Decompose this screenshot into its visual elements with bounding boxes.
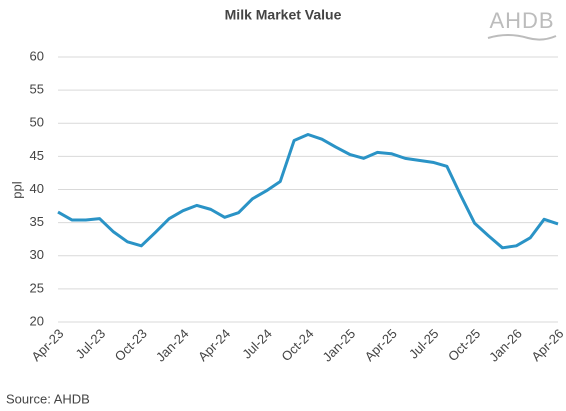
- x-tick-label: Apr-23: [28, 326, 66, 364]
- x-tick-label: Jul-24: [239, 326, 275, 362]
- y-tick-label: 55: [30, 82, 44, 97]
- x-tick-label: Jan-25: [320, 326, 359, 365]
- y-tick-label: 25: [30, 280, 44, 295]
- chart-title: Milk Market Value: [225, 7, 342, 23]
- x-tick-label: Oct-23: [112, 326, 150, 364]
- logo-swoosh: [487, 34, 557, 41]
- y-tick-label: 45: [30, 148, 44, 163]
- y-axis-label: ppl: [9, 181, 24, 198]
- x-tick-label: Apr-26: [528, 326, 566, 364]
- y-tick-label: 35: [30, 214, 44, 229]
- x-tick-label: Apr-24: [195, 326, 233, 364]
- x-tick-label: Jul-25: [406, 326, 442, 362]
- x-tick-label: Apr-25: [362, 326, 400, 364]
- x-tick-label: Jan-24: [153, 326, 192, 365]
- y-tick-label: 40: [30, 181, 44, 196]
- x-tick-label: Oct-25: [445, 326, 483, 364]
- x-tick-label: Jan-26: [486, 326, 525, 365]
- y-tick-label: 50: [30, 115, 44, 130]
- data-line: [57, 133, 559, 250]
- y-tick-label: 20: [30, 313, 44, 328]
- y-tick-label: 60: [30, 48, 44, 63]
- y-tick-label: 30: [30, 247, 44, 262]
- source: Source: AHDB: [6, 391, 90, 406]
- logo: AHDB: [489, 8, 554, 33]
- x-tick-label: Jul-23: [73, 326, 109, 362]
- x-tick-label: Oct-24: [278, 326, 316, 364]
